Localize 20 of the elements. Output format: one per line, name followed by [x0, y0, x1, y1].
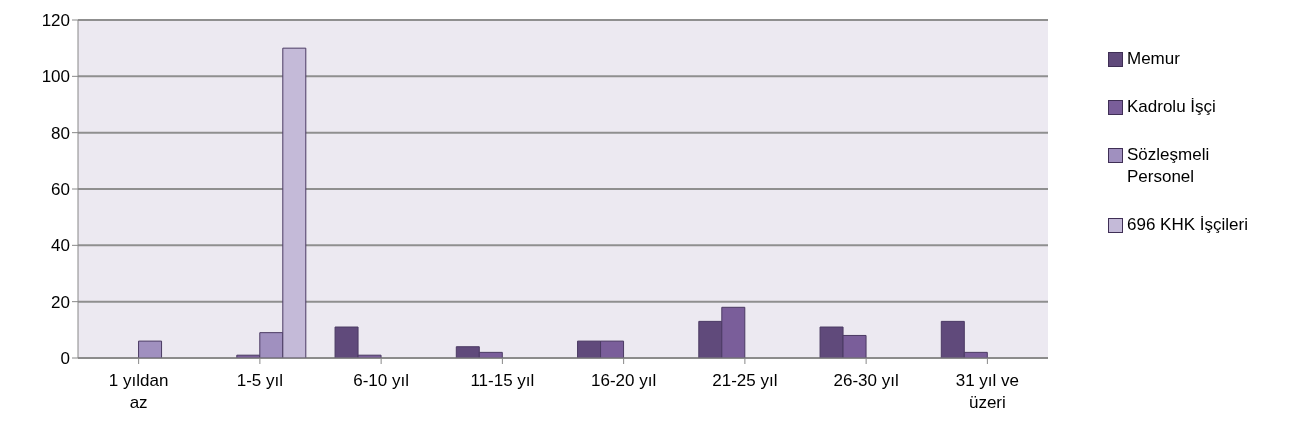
- legend-label: 696 KHK İşçileri: [1127, 214, 1249, 236]
- x-tick-label: 6-10 yıl: [353, 371, 409, 390]
- y-tick-label: 120: [41, 11, 70, 31]
- x-tick-label: 11-15 yıl: [470, 371, 535, 390]
- legend-label: Sözleşmeli Personel: [1127, 144, 1211, 188]
- legend-label: Memur: [1127, 48, 1181, 70]
- x-tick-label: 21-25 yıl: [712, 371, 778, 390]
- x-tick-label: 31 yıl ve üzeri: [955, 371, 1020, 412]
- x-tick-label: 26-30 yıl: [833, 371, 899, 390]
- y-tick-label: 0: [60, 349, 70, 369]
- y-tick-label: 60: [51, 180, 70, 200]
- x-tick-label: 1 yıldan az: [108, 371, 169, 412]
- y-tick-label: 80: [51, 123, 70, 143]
- y-tick-label: 100: [41, 67, 70, 87]
- legend-label: Kadrolu İşçi: [1127, 96, 1217, 118]
- x-tick-label: 1-5 yıl: [236, 371, 284, 390]
- y-tick-label: 40: [51, 236, 70, 256]
- x-tick-label: 16-20 yıl: [591, 371, 657, 390]
- y-tick-label: 20: [51, 292, 70, 312]
- bar: [138, 340, 163, 358]
